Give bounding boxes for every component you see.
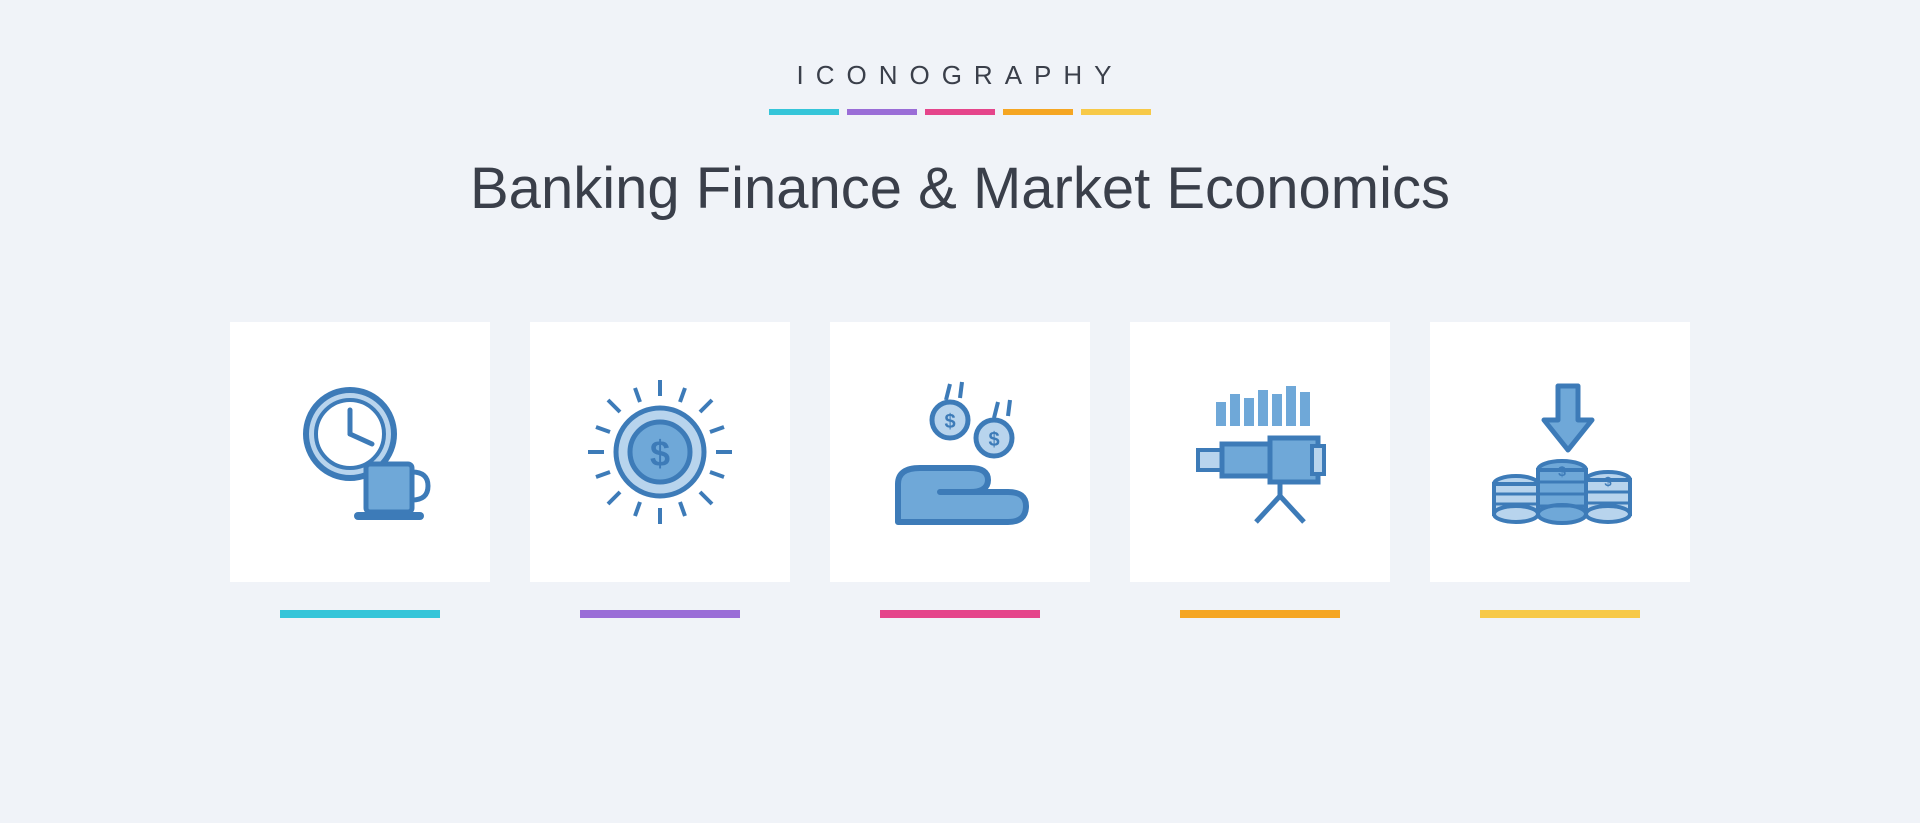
svg-text:$: $: [988, 429, 999, 451]
icon-card: [1130, 322, 1390, 618]
brand-label: ICONOGRAPHY: [470, 60, 1450, 91]
page-title: Banking Finance & Market Economics: [470, 155, 1450, 222]
hand-coins-icon: $ $: [880, 372, 1040, 532]
card-underline: [280, 610, 440, 618]
accent-bar: [1003, 109, 1073, 115]
dollar-target-icon: $: [580, 372, 740, 532]
icon-card: $ $: [1430, 322, 1690, 618]
icon-box: [1130, 322, 1390, 582]
icon-box: [230, 322, 490, 582]
telescope-forecast-icon: [1180, 372, 1340, 532]
icon-box: $ $: [1430, 322, 1690, 582]
accent-bar: [769, 109, 839, 115]
card-underline: [580, 610, 740, 618]
svg-text:$: $: [944, 411, 955, 433]
card-underline: [1180, 610, 1340, 618]
icon-cards-row: $ $ $: [230, 322, 1690, 618]
accent-bars: [470, 109, 1450, 115]
svg-text:$: $: [650, 433, 670, 474]
svg-text:$: $: [1558, 463, 1566, 479]
svg-text:$: $: [1604, 474, 1612, 489]
icon-box: $: [530, 322, 790, 582]
icon-card: $ $: [830, 322, 1090, 618]
header: ICONOGRAPHY Banking Finance & Market Eco…: [470, 60, 1450, 322]
icon-card: [230, 322, 490, 618]
coins-down-arrow-icon: $ $: [1480, 372, 1640, 532]
card-underline: [1480, 610, 1640, 618]
icon-card: $: [530, 322, 790, 618]
accent-bar: [925, 109, 995, 115]
accent-bar: [847, 109, 917, 115]
icon-box: $ $: [830, 322, 1090, 582]
clock-coffee-icon: [280, 372, 440, 532]
card-underline: [880, 610, 1040, 618]
accent-bar: [1081, 109, 1151, 115]
